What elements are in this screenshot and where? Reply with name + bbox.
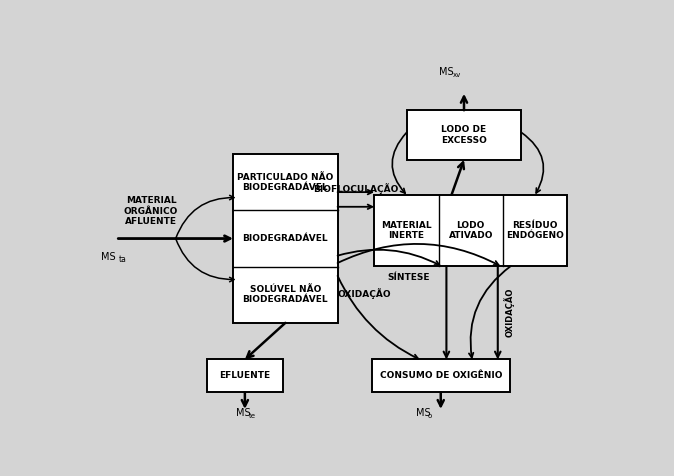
Bar: [406, 110, 522, 160]
Text: MS: MS: [101, 252, 115, 262]
Bar: [233, 154, 338, 323]
Text: OXIDAÇÃO: OXIDAÇÃO: [338, 288, 391, 299]
Text: SÍNTESE: SÍNTESE: [387, 273, 430, 281]
Text: SOLÚVEL NÃO
BIODEGRADÁVEL: SOLÚVEL NÃO BIODEGRADÁVEL: [243, 285, 328, 305]
Bar: [374, 195, 568, 266]
Text: MS: MS: [439, 67, 454, 77]
Text: MS: MS: [236, 407, 250, 417]
Bar: [371, 359, 510, 393]
Text: te: te: [249, 413, 256, 418]
Text: RESÍDUO
ENDÓGENO: RESÍDUO ENDÓGENO: [506, 220, 564, 240]
Text: MATERIAL
INERTE: MATERIAL INERTE: [381, 220, 431, 240]
Text: BIODEGRADÁVEL: BIODEGRADÁVEL: [243, 234, 328, 243]
Text: EFLUENTE: EFLUENTE: [219, 371, 270, 380]
Text: xv: xv: [452, 72, 461, 78]
Text: CONSUMO DE OXIGÊNIO: CONSUMO DE OXIGÊNIO: [379, 371, 502, 380]
Text: PARTICULADO NÃO
BIODEGRADÁVEL: PARTICULADO NÃO BIODEGRADÁVEL: [237, 173, 334, 192]
Text: o: o: [428, 413, 432, 418]
Text: MS: MS: [416, 407, 431, 417]
Text: LODO
ATIVADO: LODO ATIVADO: [448, 220, 493, 240]
Text: MATERIAL
ORGÂNICO
AFLUENTE: MATERIAL ORGÂNICO AFLUENTE: [124, 196, 179, 226]
Text: ta: ta: [119, 255, 127, 264]
Text: LODO DE
EXCESSO: LODO DE EXCESSO: [441, 125, 487, 145]
Text: BIOFLOCULAÇÃO: BIOFLOCULAÇÃO: [313, 183, 398, 194]
Text: OXIDAÇÃO: OXIDAÇÃO: [503, 288, 515, 337]
Bar: [207, 359, 283, 393]
